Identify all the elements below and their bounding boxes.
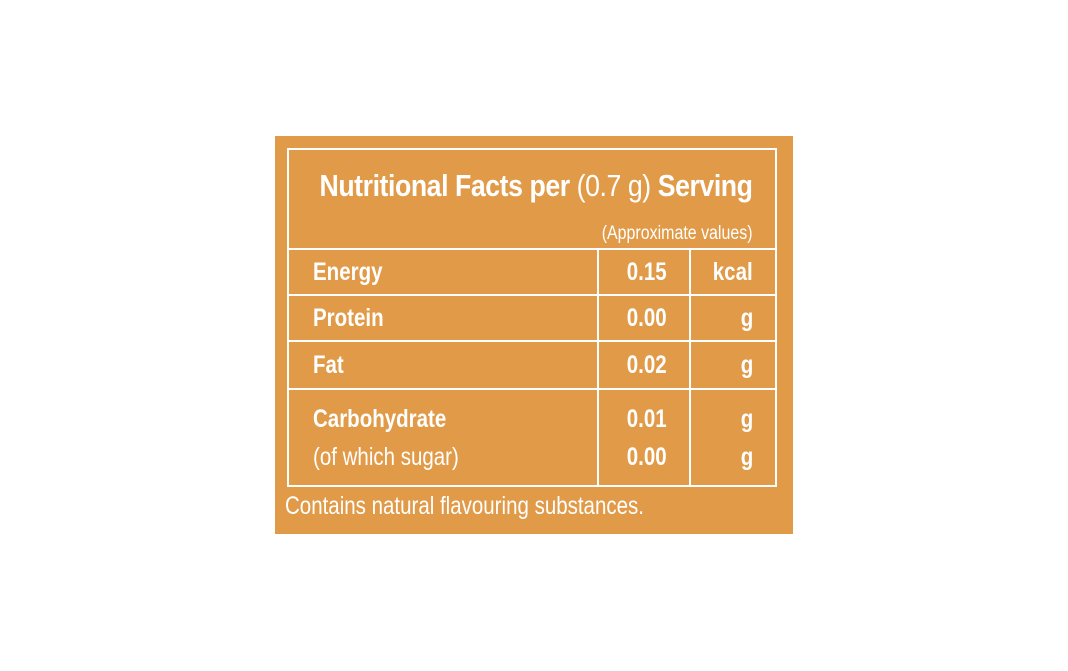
table-row: Fat 0.02 g [286, 340, 778, 390]
nutrient-unit: g [740, 303, 753, 332]
sub-nutrient-unit: g [740, 442, 753, 471]
serving-size: (0.7 g) [577, 168, 652, 203]
nutrient-value: 0.15 [626, 257, 667, 286]
nutrition-label: Nutritional Facts per (0.7 g) Serving (A… [275, 136, 793, 534]
nutrient-name: Fat [313, 350, 344, 379]
label-footer: Contains natural flavouring substances. [285, 492, 644, 520]
nutrient-name: Carbohydrate [313, 404, 447, 433]
nutrient-unit: g [740, 350, 753, 379]
label-title: Nutritional Facts per (0.7 g) Serving [320, 168, 753, 204]
title-part-1: Nutritional Facts per [319, 168, 571, 203]
nutrient-unit: kcal [713, 257, 753, 286]
nutrient-value: 0.00 [626, 303, 667, 332]
nutrient-value: 0.02 [626, 350, 667, 379]
table-row: Carbohydrate (of which sugar) 0.01 0.00 … [286, 388, 778, 487]
table-row: Protein 0.00 g [286, 294, 778, 342]
nutrient-value: 0.01 [626, 404, 667, 433]
nutrition-table: Energy 0.15 kcal Protein 0.00 g Fat 0.02… [286, 248, 778, 487]
sub-nutrient-value: 0.00 [626, 442, 667, 471]
title-part-2: Serving [658, 168, 753, 203]
label-subtitle: (Approximate values) [602, 223, 753, 244]
nutrient-name: Energy [313, 257, 383, 286]
table-row: Energy 0.15 kcal [286, 248, 778, 296]
sub-nutrient-name: (of which sugar) [313, 442, 459, 471]
nutrient-name: Protein [313, 303, 384, 332]
nutrient-unit: g [740, 404, 753, 433]
label-header: Nutritional Facts per (0.7 g) Serving (A… [287, 148, 777, 250]
